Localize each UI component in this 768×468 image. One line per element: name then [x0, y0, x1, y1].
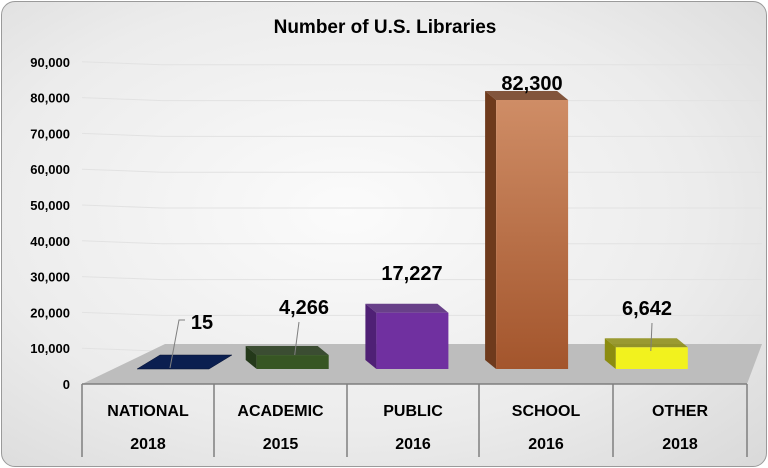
data-label: 15	[191, 312, 213, 334]
bar-side-school	[485, 91, 497, 369]
y-tick-label: 40,000	[30, 234, 70, 249]
gridline-diagonal	[81, 347, 163, 352]
category-label: NATIONAL	[107, 403, 189, 420]
bar-national	[136, 354, 233, 370]
gridline-diagonal	[81, 276, 163, 281]
category-year: 2018	[130, 436, 166, 453]
leader-line	[650, 322, 653, 352]
bar-public	[376, 312, 449, 369]
gridline-diagonal	[81, 97, 163, 102]
bar-top-public	[365, 303, 449, 313]
y-tick-label: 10,000	[30, 341, 70, 356]
gridline-diagonal	[81, 311, 163, 316]
bar-top-academic	[245, 346, 329, 356]
bar-top-school	[485, 91, 569, 100]
leader-line	[169, 319, 185, 369]
y-tick-label: 90,000	[30, 55, 70, 70]
data-label: 82,300	[501, 73, 562, 95]
bar-side-academic	[245, 346, 257, 369]
bar-top-other	[604, 338, 688, 348]
leader-line	[294, 321, 300, 356]
category-label: PUBLIC	[383, 403, 443, 420]
gridline-diagonal	[81, 61, 163, 66]
gridline-diagonal	[81, 132, 163, 137]
category-year: 2018	[662, 436, 698, 453]
gridline-diagonal	[81, 240, 163, 245]
y-tick-label: 70,000	[30, 126, 70, 141]
gridline-diagonal	[81, 204, 163, 209]
y-tick-label: 80,000	[30, 91, 70, 106]
bar-other	[615, 347, 688, 369]
bar-academic	[256, 355, 329, 369]
data-label: 4,266	[279, 297, 329, 319]
y-tick-label: 50,000	[30, 198, 70, 213]
category-year: 2015	[263, 436, 299, 453]
category-year: 2016	[528, 436, 564, 453]
category-label: OTHER	[652, 403, 708, 420]
category-year: 2016	[395, 436, 431, 453]
data-label: 17,227	[381, 263, 442, 285]
category-label: SCHOOL	[512, 403, 581, 420]
category-label: ACADEMIC	[237, 403, 324, 420]
chart-title: Number of U.S. Libraries	[274, 17, 497, 38]
bar-side-public	[365, 303, 377, 369]
y-tick-label: 0	[63, 377, 70, 392]
y-tick-label: 20,000	[30, 305, 70, 320]
bar-school	[496, 100, 569, 369]
data-label: 6,642	[622, 298, 672, 320]
gridline-diagonal	[81, 168, 163, 173]
y-tick-label: 30,000	[30, 270, 70, 285]
bar-side-other	[604, 338, 616, 369]
y-tick-label: 60,000	[30, 162, 70, 177]
